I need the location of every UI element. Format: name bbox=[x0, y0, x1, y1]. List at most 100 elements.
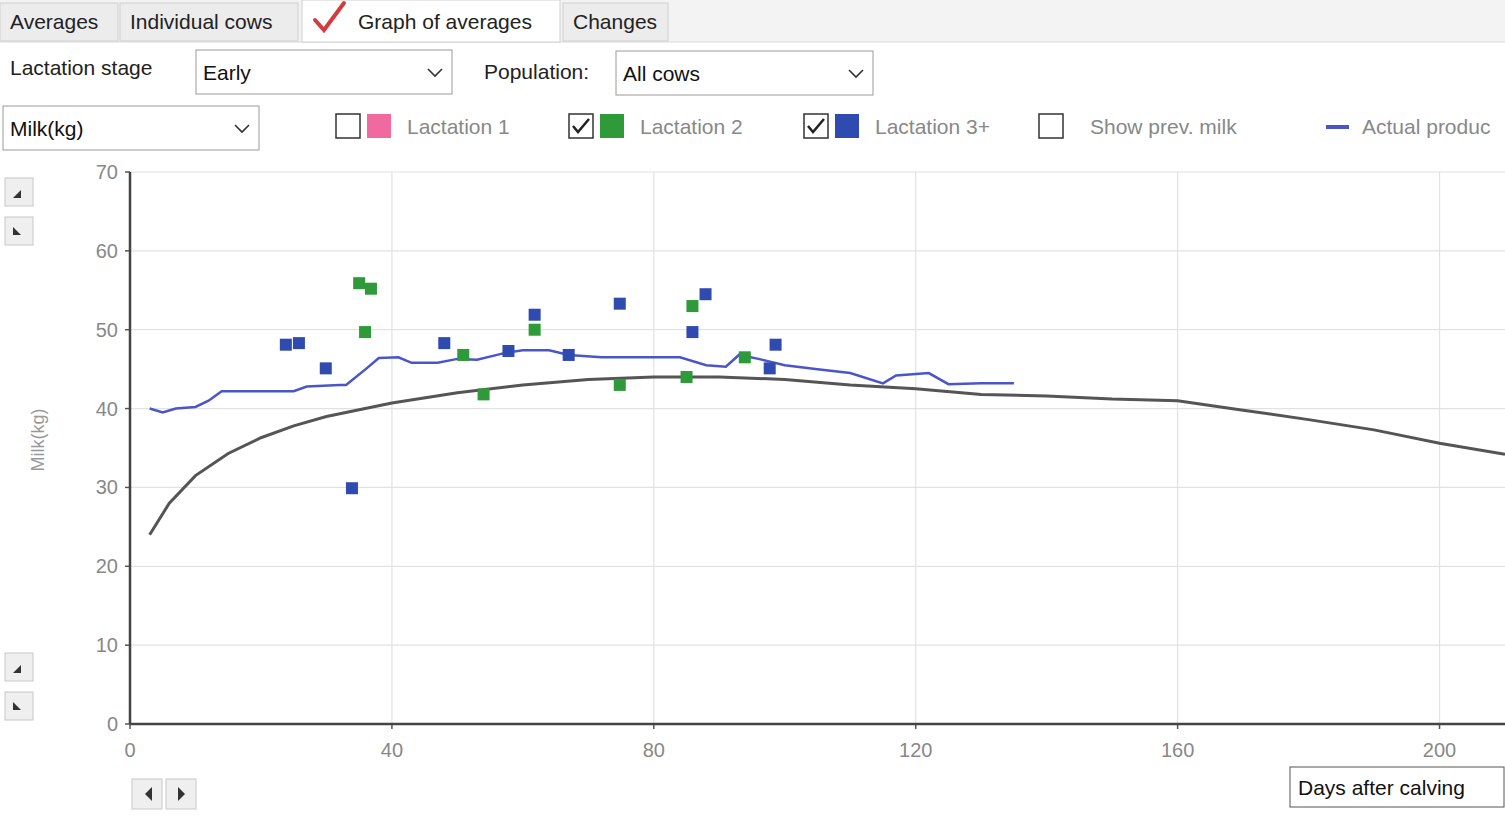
point bbox=[293, 337, 305, 349]
point bbox=[457, 349, 469, 361]
tick-label: 200 bbox=[1423, 739, 1456, 761]
dropdown-arrow bbox=[235, 125, 249, 132]
point bbox=[502, 345, 514, 357]
scroll-arrow bbox=[13, 665, 21, 673]
dropdown[interactable] bbox=[3, 106, 259, 150]
point bbox=[614, 379, 626, 391]
dropdown[interactable] bbox=[616, 51, 873, 95]
tick-label: 70 bbox=[96, 161, 118, 183]
tab[interactable] bbox=[563, 3, 668, 41]
point bbox=[686, 300, 698, 312]
point bbox=[359, 326, 371, 338]
series-line bbox=[150, 377, 1505, 535]
tick-label: 20 bbox=[96, 555, 118, 577]
point bbox=[365, 283, 377, 295]
legend-swatch bbox=[367, 114, 391, 138]
dropdown-value: Milk(kg) bbox=[10, 117, 84, 140]
checkbox[interactable] bbox=[804, 114, 828, 138]
grid-line bbox=[129, 172, 130, 724]
scroll-arrow bbox=[13, 190, 21, 198]
tab[interactable] bbox=[120, 3, 298, 41]
tab-bar-border bbox=[0, 42, 1505, 43]
tab-label: Changes bbox=[573, 10, 657, 33]
grid-line bbox=[653, 172, 654, 724]
legend-label: Lactation 1 bbox=[407, 115, 510, 138]
legend-swatch bbox=[835, 114, 859, 138]
checkbox-check bbox=[808, 119, 824, 132]
point bbox=[438, 337, 450, 349]
point bbox=[770, 339, 782, 351]
x-selector-label: Days after calving bbox=[1298, 776, 1465, 799]
grid-line bbox=[1177, 172, 1178, 724]
checkbox-check bbox=[573, 119, 589, 132]
background bbox=[0, 0, 1505, 833]
grid-line bbox=[915, 172, 916, 724]
point bbox=[320, 362, 332, 374]
checkbox[interactable] bbox=[336, 114, 360, 138]
grid-line bbox=[391, 172, 392, 724]
point bbox=[739, 351, 751, 363]
dropdown-arrow bbox=[428, 69, 442, 76]
tick-label: 160 bbox=[1161, 739, 1194, 761]
tick-label: 80 bbox=[643, 739, 665, 761]
scroll-button[interactable] bbox=[166, 779, 196, 809]
point bbox=[614, 298, 626, 310]
dropdown[interactable] bbox=[196, 50, 452, 94]
plot-area bbox=[150, 277, 1505, 535]
tick-label: 120 bbox=[899, 739, 932, 761]
legend-label: Lactation 3+ bbox=[875, 115, 990, 138]
point bbox=[280, 339, 292, 351]
scroll-button[interactable] bbox=[5, 653, 33, 681]
point bbox=[686, 326, 698, 338]
scroll-arrow bbox=[13, 227, 21, 235]
scroll-arrow bbox=[13, 702, 21, 710]
point bbox=[346, 482, 358, 494]
grid-line bbox=[130, 329, 1505, 330]
tick-label: 10 bbox=[96, 634, 118, 656]
legend-label: Actual produc bbox=[1362, 115, 1490, 138]
point bbox=[478, 388, 490, 400]
legend-label: Lactation 2 bbox=[640, 115, 743, 138]
scroll-button[interactable] bbox=[5, 178, 33, 206]
point bbox=[764, 362, 776, 374]
legend-line bbox=[1326, 125, 1349, 129]
screen: AveragesIndividual cowsGraph of averages… bbox=[0, 0, 1505, 833]
grid-line bbox=[130, 723, 1505, 724]
dropdown-value: Early bbox=[203, 61, 251, 84]
grid-line bbox=[130, 250, 1505, 251]
tick-label: 40 bbox=[381, 739, 403, 761]
point bbox=[353, 277, 365, 289]
tab-bar bbox=[0, 0, 1505, 42]
dropdown-arrow bbox=[849, 70, 863, 77]
tab[interactable] bbox=[0, 3, 118, 41]
field-label: Population: bbox=[484, 60, 589, 83]
x-selector[interactable] bbox=[1290, 767, 1504, 807]
point bbox=[681, 371, 693, 383]
point bbox=[529, 309, 541, 321]
checkbox[interactable] bbox=[1039, 114, 1063, 138]
grid-line bbox=[130, 408, 1505, 409]
tab[interactable] bbox=[302, 0, 560, 42]
tab-label: Graph of averages bbox=[358, 10, 532, 33]
scroll-button[interactable] bbox=[5, 692, 33, 720]
series-line bbox=[150, 350, 1014, 412]
grid-line bbox=[130, 171, 1505, 172]
grid-line bbox=[130, 566, 1505, 567]
scroll-arrow bbox=[178, 787, 185, 801]
tick-label: 40 bbox=[96, 398, 118, 420]
scroll-button[interactable] bbox=[132, 779, 162, 809]
scroll-button[interactable] bbox=[5, 217, 33, 245]
grid-line bbox=[1439, 172, 1440, 724]
grid-line bbox=[130, 487, 1505, 488]
tick-label: 50 bbox=[96, 319, 118, 341]
dropdown-value: All cows bbox=[623, 62, 700, 85]
checkbox[interactable] bbox=[569, 114, 593, 138]
tick-label: 0 bbox=[107, 713, 118, 735]
point bbox=[529, 324, 541, 336]
field-label: Lactation stage bbox=[10, 56, 152, 79]
x-axis bbox=[130, 723, 1505, 726]
tab-check bbox=[315, 3, 344, 30]
tick-label: 30 bbox=[96, 476, 118, 498]
tab-label: Individual cows bbox=[130, 10, 272, 33]
grid-line bbox=[130, 645, 1505, 646]
